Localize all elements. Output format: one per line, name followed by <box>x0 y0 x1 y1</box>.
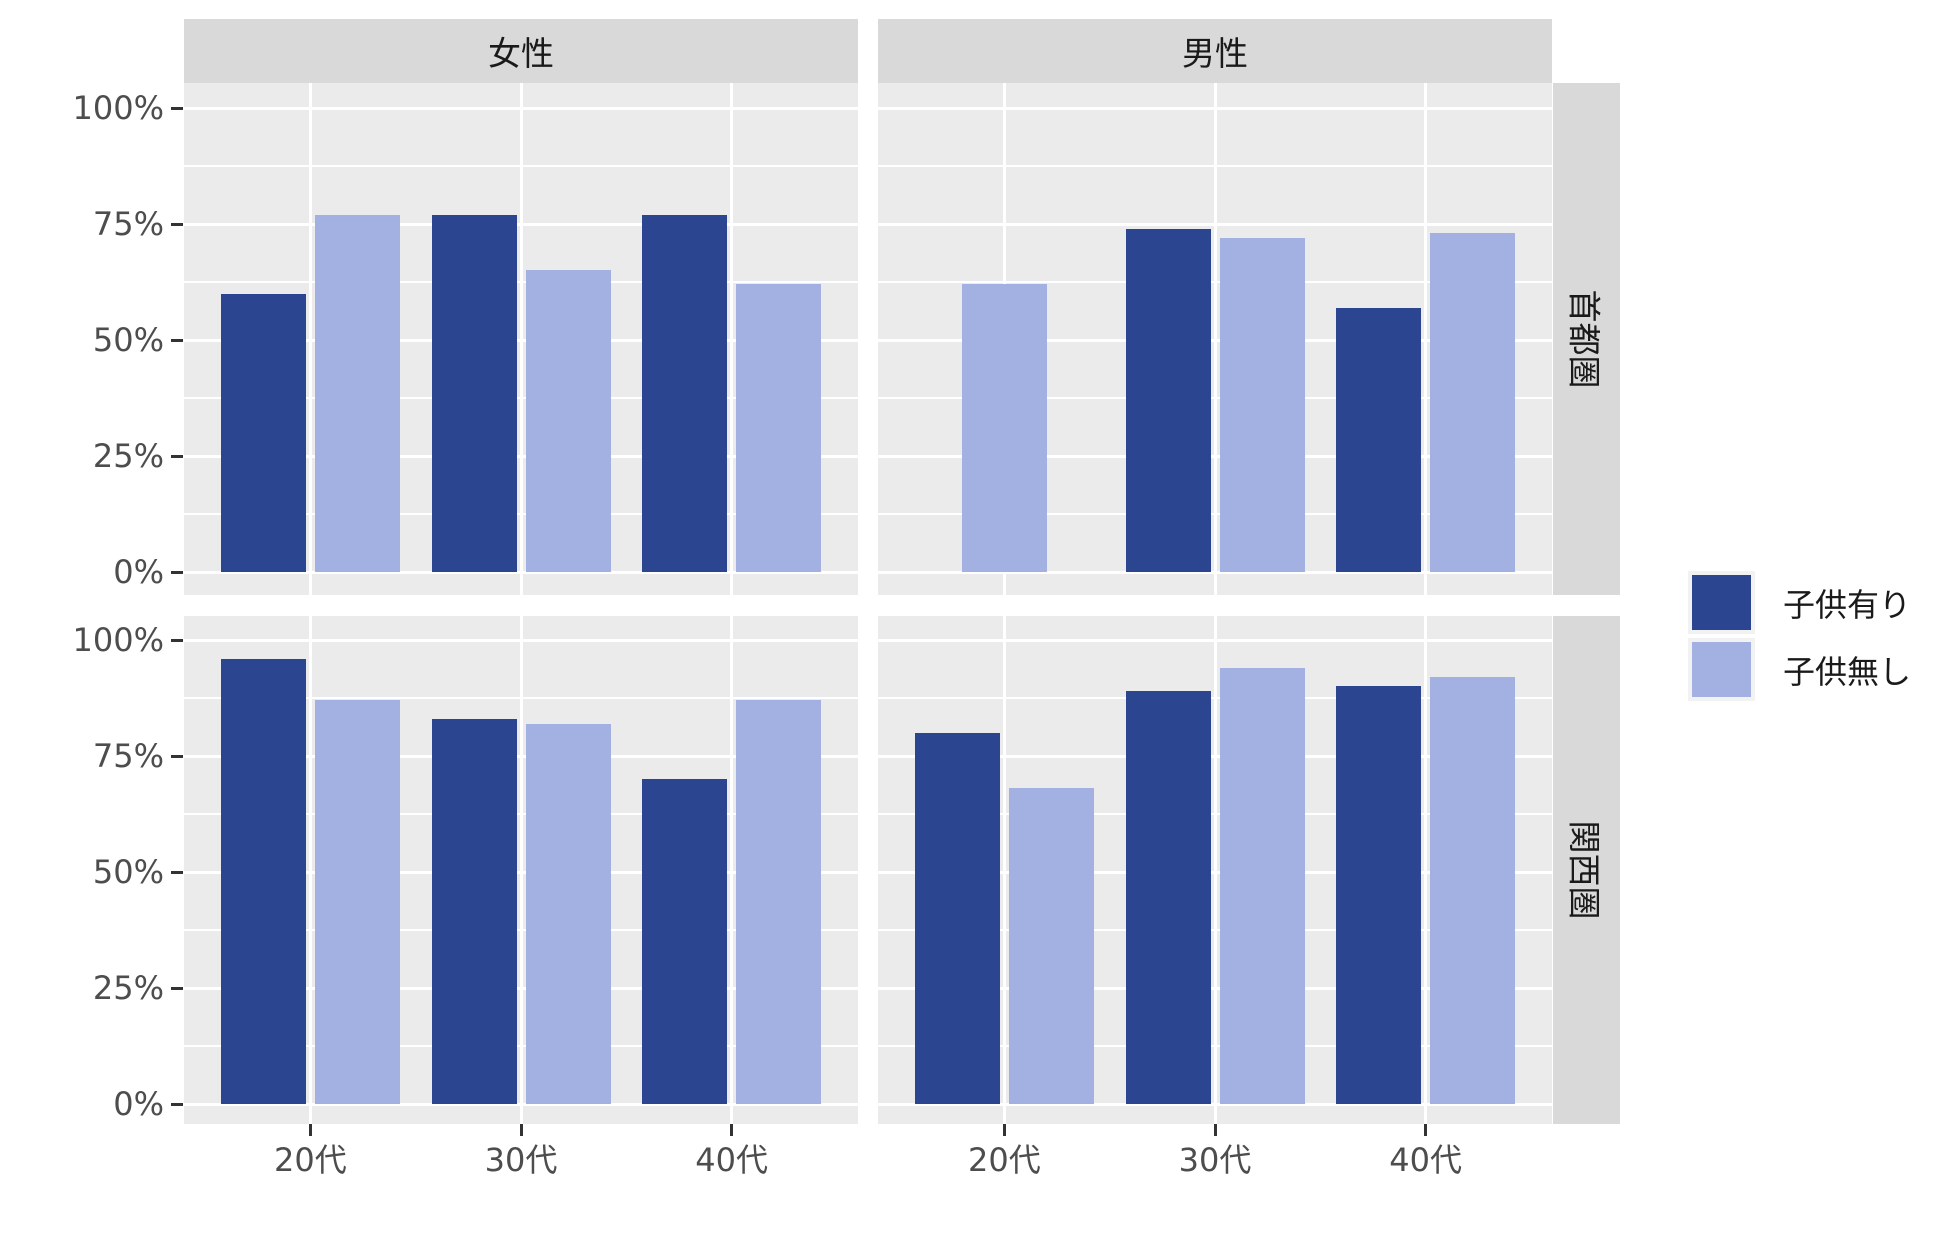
x-axis-tick-label: 40代 <box>1389 1141 1462 1179</box>
bar-no-children <box>1219 237 1305 572</box>
facet-panel <box>878 616 1552 1124</box>
facet-row-label: 関西圏 <box>1564 820 1604 920</box>
bar-no-children <box>1219 667 1305 1104</box>
x-axis-tick <box>308 1124 312 1136</box>
facet-panel <box>184 83 858 595</box>
facet-strip-top: 女性 <box>184 19 858 83</box>
x-axis-tick <box>519 1124 523 1136</box>
x-axis-tick-label: 20代 <box>274 1141 347 1179</box>
bar-no-children <box>736 284 822 572</box>
facet-strip-right: 首都圏 <box>1553 83 1620 595</box>
bar-no-children <box>525 270 611 572</box>
y-axis-tick-label: 25% <box>92 437 164 475</box>
x-axis-tick-label: 30代 <box>484 1141 558 1179</box>
y-axis-tick <box>171 638 183 642</box>
y-axis-tick <box>171 454 183 458</box>
y-axis-tick <box>171 754 183 758</box>
bar-has-children <box>914 732 1000 1104</box>
legend-label: 子供無し <box>1783 652 1912 691</box>
gridline-vertical <box>730 83 734 595</box>
x-axis-tick <box>730 1124 734 1136</box>
y-axis-tick-label: 100% <box>72 621 164 659</box>
bar-no-children <box>314 700 400 1104</box>
bar-has-children <box>431 718 517 1104</box>
facet-strip-right: 関西圏 <box>1553 616 1620 1124</box>
x-axis-tick-label: 40代 <box>695 1141 768 1179</box>
gridline-vertical <box>1424 83 1428 595</box>
bar-no-children <box>314 214 400 572</box>
y-axis-tick-label: 50% <box>92 321 164 359</box>
y-axis-tick-label: 50% <box>92 853 164 891</box>
bar-has-children <box>642 214 728 572</box>
bar-no-children <box>961 284 1047 572</box>
facet-panel <box>184 616 858 1124</box>
y-axis-tick-label: 75% <box>92 205 164 243</box>
y-axis-tick-label: 100% <box>72 89 164 127</box>
bar-has-children <box>1336 307 1422 572</box>
x-axis-tick-label: 20代 <box>968 1141 1041 1179</box>
gridline-vertical <box>308 616 312 1124</box>
legend: 子供有り 子供無し <box>1688 571 1911 705</box>
y-axis-tick-label: 75% <box>92 737 164 775</box>
gridline-vertical <box>730 616 734 1124</box>
x-axis-tick-label: 30代 <box>1178 1141 1252 1179</box>
y-axis-tick <box>171 1102 183 1106</box>
bar-has-children <box>1125 228 1211 572</box>
bar-has-children <box>431 214 517 572</box>
legend-key-swatch-dark <box>1688 571 1755 634</box>
x-axis-tick <box>1424 1124 1428 1136</box>
bar-no-children <box>1008 788 1094 1104</box>
bar-has-children <box>642 779 728 1104</box>
gridline-vertical <box>1424 616 1428 1124</box>
gridline-vertical <box>519 616 523 1124</box>
legend-key-swatch-light <box>1688 638 1755 701</box>
bar-has-children <box>220 293 306 572</box>
y-axis-tick <box>171 222 183 226</box>
gridline-vertical <box>308 83 312 595</box>
gridline-vertical <box>1213 616 1217 1124</box>
y-axis-tick-label: 0% <box>113 1085 164 1123</box>
y-axis-tick <box>171 570 183 574</box>
legend-item-no-children: 子供無し <box>1688 638 1911 701</box>
x-axis-tick <box>1213 1124 1217 1136</box>
gridline-vertical <box>1213 83 1217 595</box>
bar-has-children <box>1125 691 1211 1104</box>
y-axis-tick <box>171 986 183 990</box>
y-axis-tick-label: 0% <box>113 553 164 591</box>
legend-item-has-children: 子供有り <box>1688 571 1911 634</box>
y-axis-tick <box>171 106 183 110</box>
y-axis-tick <box>171 338 183 342</box>
y-axis-tick-label: 25% <box>92 969 164 1007</box>
facet-strip-top: 男性 <box>878 19 1552 83</box>
bar-no-children <box>1430 677 1516 1104</box>
facet-panel <box>878 83 1552 595</box>
bar-no-children <box>1430 233 1516 572</box>
bar-has-children <box>1336 686 1422 1104</box>
bar-no-children <box>525 723 611 1104</box>
bar-has-children <box>220 658 306 1104</box>
y-axis-tick <box>171 870 183 874</box>
x-axis-tick <box>1002 1124 1006 1136</box>
facet-row-label: 首都圏 <box>1564 289 1604 389</box>
gridline-vertical <box>1002 616 1006 1124</box>
bar-no-children <box>736 700 822 1104</box>
legend-label: 子供有り <box>1783 585 1912 624</box>
gridline-vertical <box>519 83 523 595</box>
